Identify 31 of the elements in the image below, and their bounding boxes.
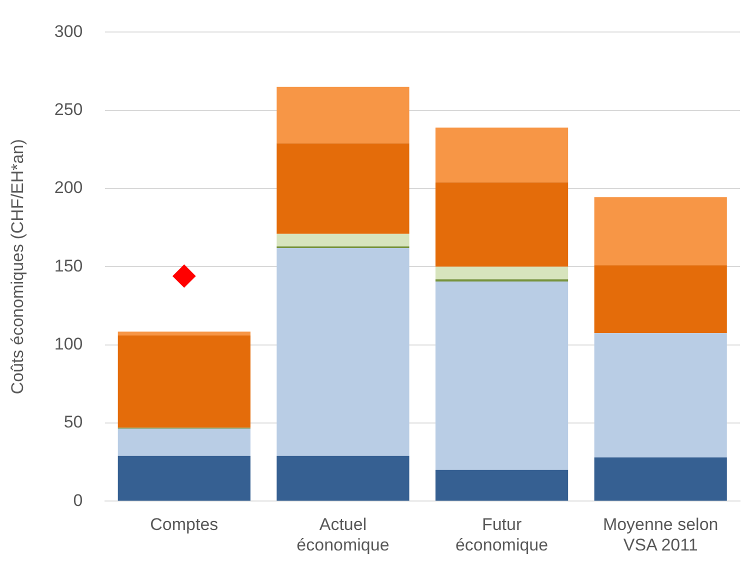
bar xyxy=(594,457,727,501)
bar xyxy=(276,234,410,246)
bar xyxy=(118,335,250,428)
bar xyxy=(435,182,568,267)
bar xyxy=(276,86,410,144)
y-tick-label: 300 xyxy=(54,22,83,41)
x-tick-label: Moyenne selon VSA 2011 xyxy=(602,515,718,554)
bar xyxy=(118,332,250,336)
bar xyxy=(594,197,727,266)
bar xyxy=(435,279,568,282)
bar xyxy=(435,128,568,182)
y-tick-label: 150 xyxy=(54,256,83,276)
bar xyxy=(594,265,727,334)
y-tick-label: 50 xyxy=(64,412,83,432)
bar xyxy=(594,333,727,458)
y-tick-label: 0 xyxy=(73,490,83,510)
x-tick-label: Actuel économique xyxy=(296,515,390,554)
bar xyxy=(435,282,568,470)
y-tick-label: 200 xyxy=(54,178,83,198)
bar xyxy=(435,266,568,280)
bar xyxy=(276,248,410,456)
x-tick-label: Futur économique xyxy=(455,515,548,554)
y-axis-title: Coûts économiques (CHF/EH*an) xyxy=(8,139,27,394)
bar xyxy=(435,470,568,501)
x-tick-label: Comptes xyxy=(150,515,218,534)
y-tick-label: 100 xyxy=(54,334,83,354)
bar xyxy=(276,143,410,234)
bar xyxy=(118,456,250,501)
bar xyxy=(118,428,250,456)
y-tick-label: 250 xyxy=(54,100,83,120)
bar xyxy=(276,456,410,501)
